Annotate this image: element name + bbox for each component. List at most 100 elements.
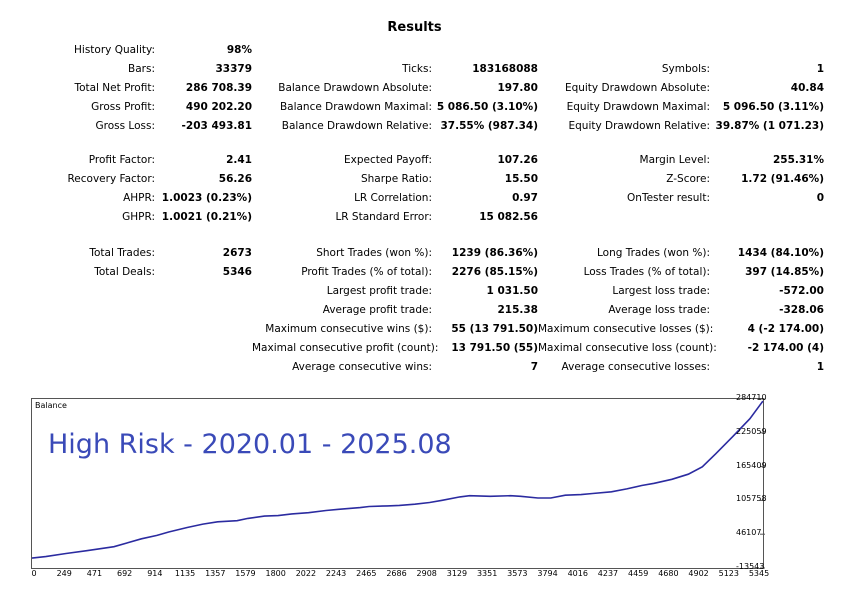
stat-label: Ticks: [402, 63, 432, 75]
stat-value: 33379 [215, 63, 252, 75]
stats-row: Profit Factor: 2.41 Expected Payoff: 107.26… [0, 151, 830, 170]
stats-row: Maximum consecutive wins ($): 55 (13 791.… [0, 320, 830, 339]
stat-value: 4 (-2 174.00) [747, 323, 824, 335]
stat-value: 1434 (84.10%) [737, 247, 824, 259]
stat-value: 490 202.20 [185, 101, 252, 113]
stat-label: GHPR: [122, 211, 155, 223]
results-title: Results [387, 20, 442, 35]
x-tick-label: 2022 [295, 569, 317, 578]
stats-row: Gross Loss: -203 493.81 Balance Drawdown R… [0, 117, 830, 136]
stat-value: 1 031.50 [486, 285, 538, 297]
stats-row: Bars: 33379 Ticks: 183168088 Symbols: 1 [0, 60, 830, 79]
stats-row: Average profit trade: 215.38 Average loss … [0, 301, 830, 320]
stats-row: Largest profit trade: 1 031.50 Largest los… [0, 282, 830, 301]
stat-value: 37.55% (987.34) [440, 120, 538, 132]
stat-label: Margin Level: [639, 154, 710, 166]
stats-row: Recovery Factor: 56.26 Sharpe Ratio: 15.50 Z… [0, 170, 830, 189]
stat-value: 1 [816, 63, 824, 75]
stats-row: Total Net Profit: 286 708.39 Balance Drawd… [0, 79, 830, 98]
stat-label: Maximum consecutive wins ($): [265, 323, 432, 335]
stat-label: Profit Trades (% of total): [301, 266, 432, 278]
stat-value: 183168088 [472, 63, 538, 75]
x-tick-label: 3573 [507, 569, 528, 578]
chart-canvas [31, 398, 765, 569]
stat-value: 5346 [222, 266, 252, 278]
stat-value: 107.26 [497, 154, 538, 166]
stat-label: Equity Drawdown Maximal: [566, 101, 710, 113]
x-tick-label: 1579 [235, 569, 256, 578]
stat-label: Short Trades (won %): [316, 247, 432, 259]
x-tick-label: 1357 [205, 569, 226, 578]
stats-row: Maximal consecutive profit (count): 13 79… [0, 339, 830, 358]
stat-label: OnTester result: [627, 192, 710, 204]
x-tick-label: 0 [31, 569, 37, 578]
stat-value: 40.84 [790, 82, 824, 94]
y-tick-label: 225059 [736, 426, 767, 436]
stat-label: Total Deals: [94, 266, 155, 278]
stat-label: Average profit trade: [322, 304, 432, 316]
stat-value: 15 082.56 [479, 211, 538, 223]
stat-label: Gross Loss: [95, 120, 156, 132]
stat-value: 215.38 [497, 304, 538, 316]
x-tick-label: 2908 [416, 569, 437, 578]
x-tick-label: 3794 [537, 569, 558, 578]
stat-label: Average consecutive losses: [561, 361, 710, 373]
x-tick-label: 471 [86, 569, 103, 578]
stat-label: Z-Score: [666, 173, 710, 185]
x-tick-label: 249 [56, 569, 72, 578]
stat-value: 0 [816, 192, 824, 204]
stat-label: Total Trades: [89, 247, 155, 259]
stat-label: Largest profit trade: [326, 285, 432, 297]
stat-label: Loss Trades (% of total): [583, 266, 710, 278]
stat-value: 56.26 [218, 173, 252, 185]
stat-value: 0.97 [512, 192, 538, 204]
stat-label: Balance Drawdown Relative: [281, 120, 432, 132]
x-tick-label: 5345 [748, 569, 770, 578]
y-tick-label: 46107 [736, 528, 762, 538]
chart-watermark: High Risk - 2020.01 - 2025.08 [48, 429, 452, 460]
stat-value: -328.06 [779, 304, 824, 316]
x-tick-label: 4680 [658, 569, 679, 578]
stat-value: 5 096.50 (3.11%) [722, 101, 824, 113]
stat-value: 1.72 (91.46%) [741, 173, 824, 185]
x-tick-label: 4016 [567, 569, 588, 578]
stat-value: 7 [530, 361, 538, 373]
stat-label: Profit Factor: [88, 154, 155, 166]
x-tick-label: 914 [147, 569, 163, 578]
stat-value: 1.0021 (0.21%) [161, 211, 252, 223]
stats-row: GHPR: 1.0021 (0.21%) LR Standard Error: 15 … [0, 208, 830, 227]
stat-label: Equity Drawdown Absolute: [564, 82, 710, 94]
stat-label: Symbols: [661, 63, 710, 75]
x-tick-label: 2686 [386, 569, 407, 578]
stat-value: 397 (14.85%) [745, 266, 824, 278]
stat-value: 98% [226, 44, 252, 56]
stat-label: AHPR: [123, 192, 155, 204]
stat-label: Balance Drawdown Absolute: [278, 82, 432, 94]
y-tick-label: 105758 [736, 494, 767, 504]
stat-label: Maximum consecutive losses ($): [538, 323, 714, 335]
stat-label: Maximal consecutive profit (count): [252, 342, 439, 354]
stat-value: 255.31% [772, 154, 824, 166]
stat-value: 286 708.39 [185, 82, 252, 94]
stat-label: Expected Payoff: [343, 154, 432, 166]
stat-value: 55 (13 791.50) [451, 323, 538, 335]
stat-label: Maximal consecutive loss (count): [538, 342, 717, 354]
x-tick-label: 1135 [174, 569, 196, 578]
chart-label: Balance [35, 401, 67, 410]
stat-value: 1 [816, 361, 824, 373]
stats-row: Gross Profit: 490 202.20 Balance Drawdown … [0, 98, 830, 117]
stat-label: Bars: [128, 63, 155, 75]
y-tick-label: 284710 [736, 393, 767, 402]
x-tick-label: 5123 [718, 569, 739, 578]
stat-label: Sharpe Ratio: [360, 173, 432, 185]
stat-label: Balance Drawdown Maximal: [279, 101, 432, 113]
stat-value: 1.0023 (0.23%) [161, 192, 252, 204]
y-tick-label: -13543 [736, 562, 765, 571]
stat-value: 2.41 [226, 154, 252, 166]
stats-row: Total Deals: 5346 Profit Trades (% of tota… [0, 263, 830, 282]
stat-label: LR Correlation: [354, 192, 432, 204]
stat-value: 2673 [222, 247, 252, 259]
x-tick-label: 2465 [356, 569, 377, 578]
stat-value: 2276 (85.15%) [451, 266, 538, 278]
x-tick-label: 692 [116, 569, 133, 578]
